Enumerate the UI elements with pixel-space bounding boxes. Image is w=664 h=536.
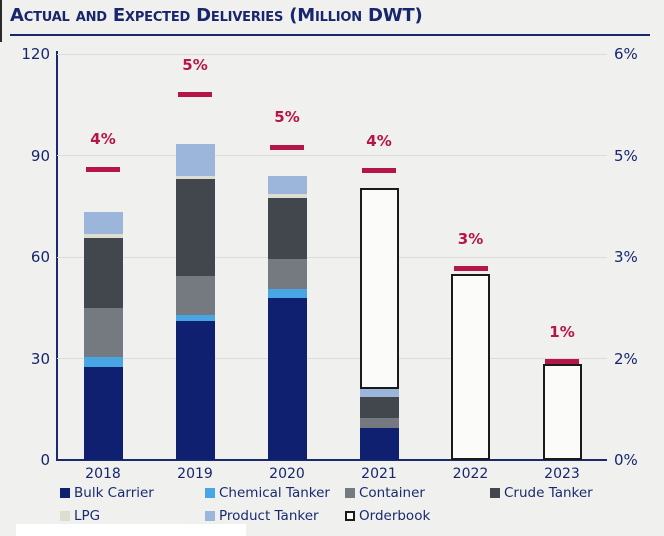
bar-segment-2021-container <box>359 417 399 428</box>
bar-segment-2020-chemical-tanker <box>267 289 307 298</box>
legend-label: Crude Tanker <box>504 484 593 501</box>
product-tanker-swatch-icon <box>205 510 215 521</box>
percent-marker-2023 <box>545 359 579 365</box>
legend-item-container: Container <box>345 484 425 501</box>
left-tick-0: 0 <box>40 451 50 469</box>
percent-marker-2020 <box>270 144 304 150</box>
bar-segment-2019-container <box>175 275 215 315</box>
bar-segment-2018-bulk-carrier <box>83 366 123 460</box>
x-label-2023: 2023 <box>544 466 580 482</box>
chart-title: Actual and Expected Deliveries (Million … <box>10 5 423 26</box>
legend-item-product-tanker: Product Tanker <box>205 507 319 524</box>
left-tick-120: 120 <box>21 45 50 63</box>
percent-label-2018: 4% <box>90 130 116 149</box>
bar-segment-2019-chemical-tanker <box>175 314 215 322</box>
gridline-90 <box>57 155 607 156</box>
bar-segment-2021-product-tanker <box>359 388 399 398</box>
percent-label-2019: 5% <box>182 55 208 74</box>
percent-label-2020: 5% <box>274 108 300 127</box>
bar-segment-2019-lpg <box>175 175 215 180</box>
legend-label: Product Tanker <box>219 507 319 524</box>
x-label-2022: 2022 <box>452 466 489 482</box>
bulk-carrier-swatch-icon <box>60 487 70 498</box>
right-tick-3%: 3% <box>614 248 638 266</box>
bar-segment-2021-bulk-carrier <box>359 427 399 460</box>
left-tick-60: 60 <box>30 248 50 266</box>
gridline-120 <box>57 53 607 55</box>
percent-marker-2021 <box>362 168 396 174</box>
bar-segment-2021-orderbook <box>359 187 399 389</box>
bar-segment-2020-crude-tanker <box>267 197 307 259</box>
crude-tanker-swatch-icon <box>490 487 500 498</box>
gridline-30 <box>57 358 607 359</box>
right-tick-0%: 0% <box>614 451 638 469</box>
bar-segment-2020-container <box>267 258 307 290</box>
bar-segment-2019-crude-tanker <box>175 179 215 276</box>
legend-item-chemical-tanker: Chemical Tanker <box>205 484 330 501</box>
legend-label: Orderbook <box>359 507 431 524</box>
bar-segment-2018-lpg <box>83 234 123 239</box>
right-tick-2%: 2% <box>614 349 638 368</box>
bar-segment-2018-chemical-tanker <box>83 356 123 367</box>
bar-segment-2020-product-tanker <box>267 175 307 194</box>
orderbook-swatch-icon <box>345 510 355 521</box>
legend-item-crude-tanker: Crude Tanker <box>490 484 593 501</box>
title-underline <box>10 34 650 36</box>
right-tick-6%: 6% <box>614 45 638 63</box>
bar-segment-2020-bulk-carrier <box>267 297 307 460</box>
percent-marker-2018 <box>86 166 120 172</box>
chemical-tanker-swatch-icon <box>205 487 215 498</box>
left-axis-line <box>56 51 58 460</box>
bar-segment-2022-orderbook <box>451 273 490 460</box>
page-edge-line <box>0 0 2 42</box>
bar-segment-2018-container <box>83 307 123 357</box>
percent-label-2023: 1% <box>549 322 575 341</box>
bottom-axis-line <box>56 459 607 461</box>
x-label-2018: 2018 <box>85 466 121 482</box>
gridline-60 <box>57 256 607 258</box>
container-swatch-icon <box>345 487 355 498</box>
legend-item-bulk-carrier: Bulk Carrier <box>60 484 154 501</box>
legend-item-lpg: LPG <box>60 507 100 524</box>
bar-segment-2019-bulk-carrier <box>175 321 215 460</box>
x-label-2021: 2021 <box>361 466 397 482</box>
lpg-swatch-icon <box>60 510 70 521</box>
legend-label: LPG <box>74 507 101 524</box>
page-bottom-white-strip <box>16 524 246 536</box>
percent-marker-2022 <box>453 266 488 272</box>
right-tick-5%: 5% <box>614 146 638 165</box>
legend-label: Container <box>359 484 425 501</box>
percent-label-2022: 3% <box>457 229 484 248</box>
percent-label-2021: 4% <box>366 131 392 150</box>
left-tick-30: 30 <box>30 349 50 368</box>
bar-segment-2018-crude-tanker <box>83 238 123 308</box>
legend-label: Chemical Tanker <box>219 484 330 501</box>
bar-segment-2018-product-tanker <box>83 212 123 235</box>
percent-marker-2019 <box>178 92 212 98</box>
bar-segment-2023-orderbook <box>542 363 582 460</box>
x-label-2019: 2019 <box>177 466 213 482</box>
left-tick-90: 90 <box>30 146 50 165</box>
bar-segment-2019-product-tanker <box>175 143 215 176</box>
bar-segment-2020-lpg <box>267 193 307 198</box>
legend-label: Bulk Carrier <box>74 484 154 501</box>
x-label-2020: 2020 <box>269 466 305 482</box>
legend-item-orderbook: Orderbook <box>345 507 430 524</box>
bar-segment-2021-crude-tanker <box>359 397 399 418</box>
plot-area: 4% 5% 5% 4% 3% 1% <box>57 53 607 460</box>
